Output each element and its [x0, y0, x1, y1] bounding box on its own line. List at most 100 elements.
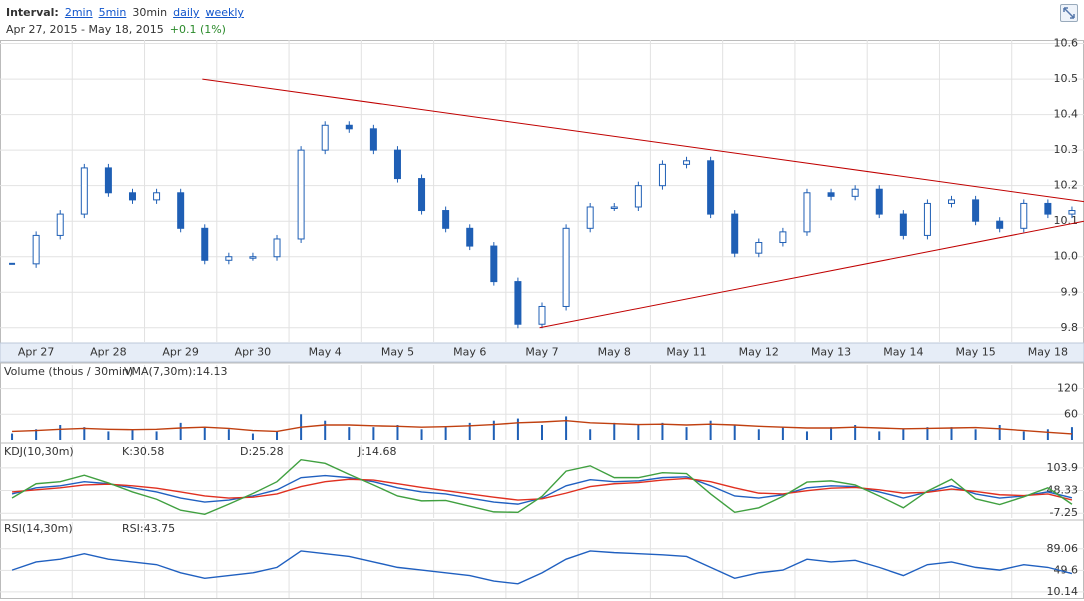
candle	[899, 213, 907, 236]
volume-bar	[227, 429, 230, 440]
interval-link[interactable]: weekly	[205, 6, 244, 19]
volume-bar	[637, 425, 640, 440]
candle	[345, 124, 353, 130]
volume-bar	[35, 429, 38, 440]
legend-entry: J:14.68	[357, 445, 396, 458]
candle	[948, 199, 956, 204]
interval-link[interactable]: 2min	[64, 6, 93, 19]
volume-bar	[11, 433, 14, 440]
candle	[466, 227, 474, 247]
y-tick-label: 10.5	[1054, 72, 1079, 85]
candle	[1068, 210, 1076, 215]
volume-bar	[492, 420, 495, 440]
volume-bar	[854, 425, 857, 440]
x-tick-label: Apr 27	[18, 346, 55, 359]
candle	[369, 128, 377, 151]
interval-row: Interval: 2min 5min 30min daily weekly	[6, 4, 244, 21]
interval-link[interactable]: daily	[173, 6, 200, 19]
legend-entry: VMA(7,30m):14.13	[124, 365, 228, 378]
candle	[707, 160, 715, 215]
candle	[634, 185, 642, 208]
candle	[1020, 202, 1028, 229]
y-tick-label: 120	[1057, 382, 1078, 395]
x-tick-label: May 11	[666, 346, 706, 359]
candle	[249, 256, 257, 259]
candle	[201, 227, 209, 261]
volume-bar	[733, 425, 736, 440]
candle	[490, 245, 498, 283]
volume-bar	[324, 420, 327, 440]
volume-bar	[396, 425, 399, 440]
volume-bar	[613, 422, 616, 440]
series-line	[12, 420, 1073, 435]
volume-bar	[155, 431, 158, 440]
candle	[80, 167, 88, 215]
volume-bar	[709, 420, 712, 440]
expand-icon[interactable]	[1060, 4, 1078, 22]
series-line	[11, 474, 1073, 505]
candle	[610, 206, 618, 209]
x-tick-label: May 5	[381, 346, 414, 359]
candle	[1044, 202, 1052, 215]
candle	[803, 192, 811, 233]
y-tick-label: 10.3	[1054, 143, 1079, 156]
volume-bar	[830, 427, 833, 440]
legend-entry: K:30.58	[122, 445, 164, 458]
arrow	[1063, 7, 1075, 19]
volume-bar	[420, 429, 423, 440]
legend-entry: D:25.28	[240, 445, 284, 458]
volume-bar	[179, 422, 182, 440]
volume-bar	[805, 431, 808, 440]
y-tick-label: 10.2	[1054, 179, 1079, 192]
x-tick-label: May 13	[811, 346, 851, 359]
candle	[177, 192, 185, 229]
volume-bar	[926, 427, 929, 440]
candle	[128, 192, 136, 201]
expand-glyph	[1063, 7, 1075, 19]
series-line	[11, 550, 1073, 585]
candle	[514, 281, 522, 325]
volume-bar	[83, 427, 86, 440]
panel-title: Volume (thous / 30min)	[4, 365, 133, 378]
candle	[418, 178, 426, 212]
candle	[875, 188, 883, 215]
y-tick-label: 89.06	[1047, 542, 1079, 555]
candle	[683, 160, 691, 165]
candle	[273, 238, 281, 258]
header: Interval: 2min 5min 30min daily weekly Apr 27…	[6, 4, 244, 38]
panel-title: KDJ(10,30m)	[4, 445, 74, 458]
candle	[972, 199, 980, 222]
separator: -	[81, 23, 85, 36]
candle	[562, 227, 570, 307]
volume-bar	[59, 425, 62, 440]
volume-bar	[685, 427, 688, 440]
candle	[586, 206, 594, 229]
interval-link[interactable]: 5min	[98, 6, 127, 19]
candle	[779, 231, 787, 244]
volume-bar	[781, 427, 784, 440]
volume-bar	[276, 431, 279, 440]
volume-bar	[131, 429, 134, 440]
x-tick-label: Apr 29	[162, 346, 199, 359]
x-tick-label: May 4	[309, 346, 342, 359]
volume-bar	[589, 429, 592, 440]
volume-bar	[468, 422, 471, 440]
candle	[731, 213, 739, 254]
volume-bar	[998, 425, 1001, 440]
change: +0.1 (1%)	[169, 23, 226, 36]
volume-bar	[878, 431, 881, 440]
candle	[153, 192, 161, 201]
x-tick-label: May 14	[883, 346, 923, 359]
end-date: May 18, 2015	[88, 23, 164, 36]
legend-entry: RSI:43.75	[122, 522, 175, 535]
y-tick-label: 9.8	[1061, 321, 1079, 334]
y-tick-label: 10.4	[1054, 108, 1079, 121]
candle	[225, 256, 233, 261]
candle	[923, 202, 931, 236]
candle	[827, 192, 835, 197]
date-bar	[0, 342, 1084, 363]
x-tick-label: Apr 28	[90, 346, 127, 359]
volume-bar	[1022, 431, 1025, 440]
volume-bar	[661, 422, 664, 440]
